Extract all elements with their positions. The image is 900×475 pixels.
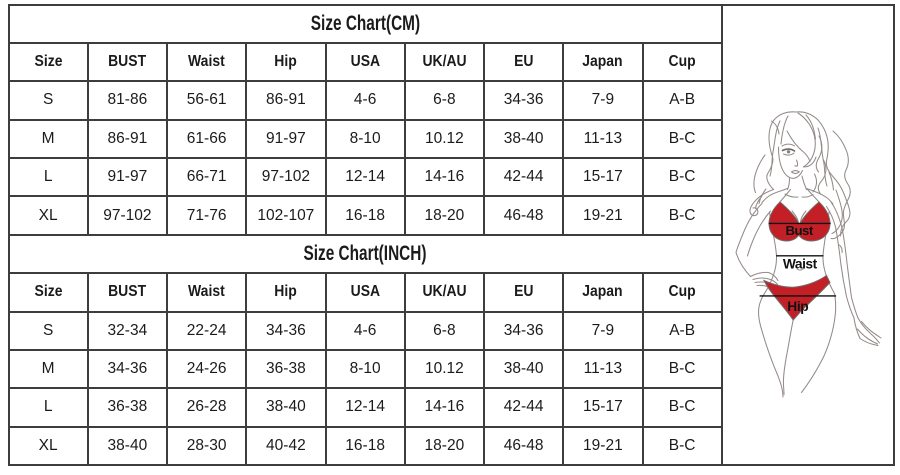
svg-text:Bust: Bust xyxy=(785,223,813,238)
svg-text:Hip: Hip xyxy=(787,299,808,314)
svg-text:Waist: Waist xyxy=(783,257,818,272)
